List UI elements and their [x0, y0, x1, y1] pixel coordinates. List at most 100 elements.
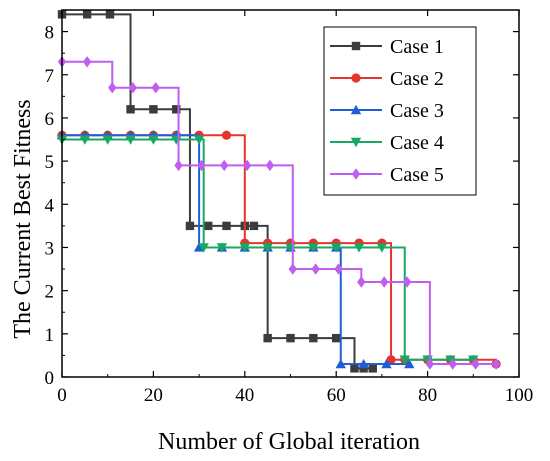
- y-axis-title: The Current Best Fitness: [10, 99, 36, 338]
- data-point: [334, 263, 343, 275]
- data-point: [148, 135, 159, 145]
- data-point: [221, 130, 232, 140]
- y-tick-label: 5: [45, 152, 55, 173]
- legend-label: Case 3: [390, 100, 444, 122]
- data-point: [404, 358, 415, 369]
- data-point: [197, 159, 206, 172]
- data-point: [491, 358, 501, 370]
- axes: [61, 9, 520, 378]
- series-line: [62, 138, 474, 361]
- y-tick-label: 1: [45, 325, 55, 346]
- series-line: [62, 13, 373, 370]
- data-point: [368, 364, 377, 373]
- data-point: [239, 243, 250, 253]
- tick-labels: 0 20 40 60 80 100 0 1 2 3 4 5 6 7 8: [45, 23, 534, 406]
- data-point: [308, 243, 319, 253]
- data-point: [262, 243, 273, 253]
- data-point: [357, 276, 366, 288]
- data-point: [445, 355, 456, 365]
- data-point: [309, 333, 318, 343]
- data-point: [193, 242, 205, 252]
- data-point: [126, 105, 135, 114]
- data-point: [288, 263, 297, 275]
- data-point: [149, 105, 158, 114]
- data-point: [468, 355, 479, 365]
- data-point: [381, 358, 392, 369]
- data-point: [185, 221, 195, 231]
- legend-label: Case 2: [390, 68, 444, 90]
- data-point: [332, 333, 341, 343]
- data-point: [331, 243, 342, 253]
- x-tick-label: 60: [327, 385, 346, 406]
- legend-marker: [351, 168, 361, 180]
- data-point: [105, 10, 115, 19]
- legend-label: Case 4: [390, 132, 444, 154]
- legend-label: Case 1: [390, 36, 444, 58]
- legend-marker: [351, 41, 361, 51]
- data-point: [108, 82, 117, 94]
- data-point: [82, 10, 92, 19]
- data-point: [222, 221, 231, 231]
- data-point: [220, 159, 229, 172]
- data-point: [249, 221, 259, 231]
- data-point: [79, 135, 91, 145]
- data-point: [353, 243, 365, 253]
- legend-marker: [350, 104, 362, 115]
- data-point: [376, 243, 388, 253]
- data-point: [172, 105, 181, 114]
- y-tick-label: 0: [45, 368, 55, 389]
- legend-item: Case 3: [330, 100, 444, 122]
- legend-label: Case 5: [390, 164, 444, 186]
- y-tick-label: 7: [45, 66, 55, 87]
- data-point: [311, 263, 320, 275]
- data-point: [359, 364, 368, 373]
- data-point: [216, 243, 228, 253]
- data-point: [151, 82, 160, 94]
- legend-item: Case 5: [330, 164, 444, 186]
- data-point: [102, 135, 113, 145]
- data-point: [204, 221, 213, 231]
- series-4: [56, 135, 479, 365]
- legend-marker: [350, 137, 362, 148]
- x-tick-label: 0: [57, 385, 67, 406]
- y-tick-label: 2: [45, 282, 55, 303]
- data-point: [335, 358, 346, 369]
- x-tick-label: 80: [418, 385, 437, 406]
- data-point: [125, 135, 136, 145]
- data-point: [265, 159, 275, 172]
- y-tick-label: 8: [45, 23, 55, 44]
- data-point: [198, 243, 209, 253]
- data-point: [128, 82, 138, 94]
- legend-item: Case 4: [330, 132, 444, 154]
- legend-item: Case 2: [330, 68, 444, 90]
- legend: Case 1 Case 2 Case 3 Case 4 Case 5: [323, 26, 477, 196]
- x-tick-label: 20: [144, 385, 163, 406]
- data-point: [402, 276, 412, 288]
- data-point: [386, 355, 396, 365]
- data-point: [399, 355, 410, 365]
- data-point: [286, 333, 295, 343]
- data-point: [242, 159, 252, 172]
- data-point: [448, 358, 457, 370]
- data-point: [358, 358, 369, 369]
- data-point: [350, 364, 359, 373]
- series-5: [57, 56, 501, 370]
- data-point: [471, 358, 480, 370]
- data-point: [174, 159, 183, 172]
- series-layer: [56, 10, 501, 373]
- x-tick-label: 40: [235, 385, 254, 406]
- data-point: [379, 276, 389, 288]
- data-point: [193, 135, 205, 145]
- legend-marker: [351, 73, 361, 83]
- data-point: [263, 333, 272, 343]
- legend-box: [323, 26, 477, 196]
- y-tick-label: 4: [45, 195, 55, 216]
- data-point: [425, 358, 435, 370]
- y-tick-label: 3: [45, 238, 55, 259]
- legend-item: Case 1: [330, 36, 444, 58]
- data-point: [82, 56, 92, 68]
- x-tick-label: 100: [505, 385, 534, 406]
- y-tick-label: 6: [45, 109, 55, 130]
- x-axis-title: Number of Global iteration: [158, 429, 420, 455]
